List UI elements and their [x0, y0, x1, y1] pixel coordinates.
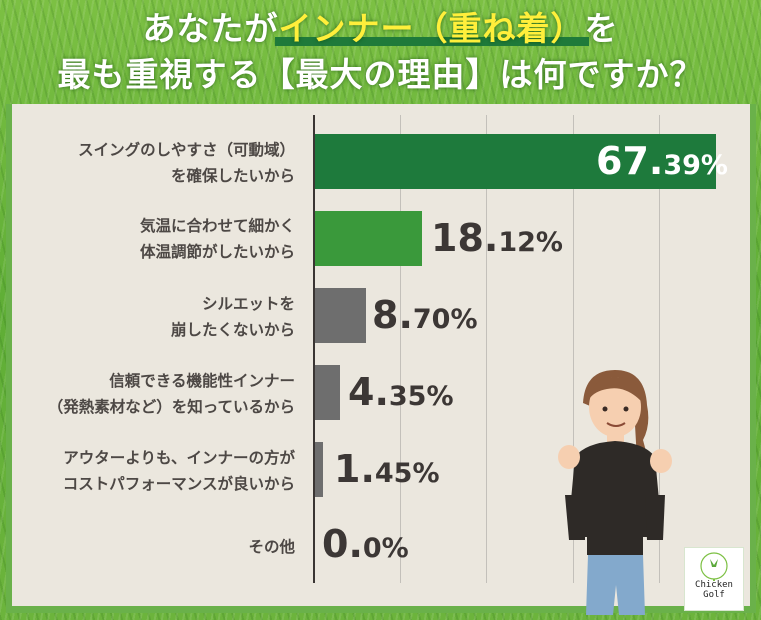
value-dec: 45% [374, 458, 440, 489]
bar [315, 211, 422, 266]
label-line: 体温調節がしたいから [139, 243, 295, 261]
label-line: アウターよりも、インナーの方が [63, 449, 295, 467]
label-line: 信頼できる機能性インナー [109, 372, 295, 390]
title-highlight: インナー（重ね着） [278, 9, 585, 48]
value-int: 67. [596, 139, 664, 183]
value-int: 4. [348, 370, 389, 414]
category-label: アウターよりも、インナーの方が コストパフォーマンスが良いから [63, 445, 295, 497]
gridline [400, 115, 401, 583]
value-int: 8. [372, 293, 413, 337]
label-line: 気温に合わせて細かく [139, 217, 295, 235]
logo-text: Golf [703, 590, 725, 600]
value-label: 8.70% [372, 293, 478, 337]
gridline [573, 115, 574, 583]
value-int: 0. [322, 522, 363, 566]
value-dec: 70% [412, 304, 478, 335]
value-int: 1. [334, 447, 375, 491]
label-line: （発熱素材など）を知っているから [47, 398, 295, 416]
value-int: 18. [431, 216, 499, 260]
category-label: 気温に合わせて細かく 体温調節がしたいから [140, 213, 295, 265]
value-label: 4.35% [348, 370, 454, 414]
label-line: スイングのしやすさ（可動域） [78, 141, 295, 159]
gridline [659, 115, 660, 583]
category-label: 信頼できる機能性インナー （発熱素材など）を知っているから [48, 368, 295, 420]
logo-emblem-icon [700, 552, 728, 581]
label-line: シルエットを [201, 295, 295, 313]
woman-illustration [558, 370, 672, 615]
title-text: を [584, 9, 619, 48]
gridline [486, 115, 487, 583]
title-line-2: 最も重視する【最大の理由】は何ですか？ [57, 55, 704, 94]
category-label: その他 [248, 534, 295, 560]
title-line-1: あなたがインナー（重ね着）を [0, 6, 761, 52]
value-dec: 35% [388, 381, 454, 412]
value-label: 18.12% [431, 216, 563, 260]
y-axis [313, 115, 315, 583]
chicken-golf-logo: Chicken Golf [684, 547, 744, 611]
label-line: コストパフォーマンスが良いから [62, 475, 295, 493]
value-dec: 39% [663, 150, 728, 181]
category-label: シルエットを 崩したくないから [171, 291, 295, 343]
title-text: あなたが [142, 9, 279, 48]
page-title: あなたがインナー（重ね着）を 最も重視する【最大の理由】は何ですか？ [0, 6, 761, 98]
bar [315, 442, 323, 497]
bar [315, 288, 366, 343]
category-label: スイングのしやすさ（可動域） を確保したいから [78, 137, 295, 189]
label-line: 崩したくないから [170, 321, 295, 339]
value-label: 0.0% [322, 522, 409, 566]
bar [315, 365, 340, 420]
bar [315, 134, 716, 189]
label-line: を確保したいから [170, 167, 295, 185]
value-label: 67.39% [596, 139, 728, 183]
label-line: その他 [248, 538, 295, 556]
logo-text: Chicken [695, 580, 733, 590]
value-dec: 12% [498, 227, 563, 258]
value-label: 1.45% [334, 447, 440, 491]
value-dec: 0% [362, 533, 409, 564]
